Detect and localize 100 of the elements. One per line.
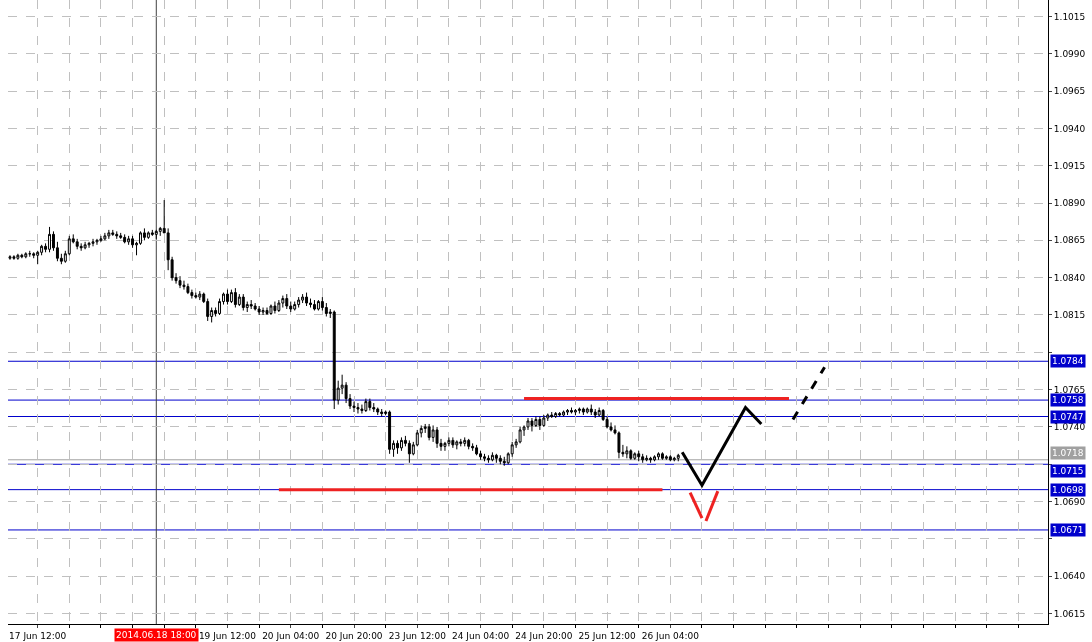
- candlestick: [399, 436, 403, 452]
- candlestick: [24, 251, 28, 258]
- candlestick: [87, 241, 91, 249]
- candlestick: [494, 454, 498, 464]
- candlestick: [502, 456, 506, 467]
- candlestick: [645, 454, 649, 462]
- candlestick: [257, 305, 261, 316]
- line-series: [680, 406, 763, 487]
- x-tick-label: 2014.06.18 18:00: [116, 630, 197, 640]
- candlestick: [475, 444, 479, 456]
- candlestick: [435, 426, 439, 449]
- candlestick: [313, 299, 316, 312]
- candlestick: [297, 296, 301, 309]
- candlestick: [368, 398, 372, 412]
- candlestick: [570, 407, 573, 415]
- y-tick-label: 1.0890: [1053, 198, 1086, 209]
- candlestick: [581, 408, 585, 416]
- ref-line-label: 1.0718: [1052, 448, 1084, 458]
- candlestick: [490, 451, 494, 462]
- candlestick: [301, 293, 305, 304]
- ref-line-label: 1.0715: [1052, 466, 1084, 476]
- candlestick: [585, 407, 589, 413]
- x-tick-label: 20 Jun 04:00: [262, 630, 320, 641]
- candlestick: [542, 414, 546, 428]
- candlestick: [107, 229, 111, 240]
- candlestick: [305, 292, 309, 307]
- candlestick: [562, 410, 566, 416]
- candlestick: [119, 232, 123, 240]
- candlestick: [269, 304, 273, 316]
- candlestick: [554, 411, 558, 417]
- candlestick: [649, 456, 653, 464]
- ref-line-label: 1.0747: [1052, 412, 1084, 422]
- candlestick: [641, 453, 645, 464]
- candlestick: [265, 307, 269, 316]
- x-tick-label: 19 Jun 12:00: [198, 630, 257, 641]
- candlestick: [530, 417, 534, 432]
- candlestick: [123, 233, 127, 244]
- y-tick-label: 1.0940: [1053, 123, 1086, 134]
- y-tick-label: 1.0965: [1053, 86, 1086, 97]
- candlestick: [633, 451, 637, 461]
- candlestick: [471, 442, 475, 452]
- candlestick: [48, 226, 51, 253]
- candlestick: [12, 254, 16, 261]
- ref-line-label: 1.0784: [1052, 356, 1084, 366]
- candlestick: [103, 232, 107, 240]
- candlestick: [577, 407, 581, 415]
- candlestick: [99, 235, 103, 243]
- candlestick: [629, 448, 633, 461]
- candlestick: [79, 242, 83, 252]
- y-tick-label: 1.0865: [1053, 235, 1086, 246]
- candlestick: [637, 450, 641, 462]
- y-tick-label: 1.0690: [1053, 496, 1086, 507]
- y-tick-label: 1.0815: [1053, 310, 1086, 321]
- candlestick: [396, 439, 399, 455]
- candlestick: [609, 421, 613, 432]
- candlestick: [388, 410, 392, 455]
- y-tick-label: 1.0740: [1053, 422, 1086, 433]
- candlestick: [498, 454, 502, 465]
- candlestick: [75, 238, 79, 250]
- candlestick: [676, 453, 680, 462]
- candlestick: [316, 299, 320, 312]
- candlestick: [538, 416, 542, 431]
- candlestick: [534, 416, 538, 428]
- candlestick: [427, 423, 431, 441]
- y-tick-label: 1.0840: [1053, 272, 1086, 283]
- y-tick-label: 1.0615: [1053, 608, 1086, 619]
- y-tick-label: 1.0765: [1053, 384, 1086, 395]
- x-tick-label: 24 Jun 20:00: [515, 630, 573, 641]
- candlestick: [249, 299, 253, 310]
- candlestick: [566, 408, 570, 416]
- x-tick-label: 25 Jun 12:00: [578, 630, 636, 641]
- candlestick: [226, 289, 229, 306]
- y-tick-label: 1.0640: [1053, 571, 1086, 582]
- candlestick: [154, 229, 158, 240]
- candlestick: [443, 441, 447, 452]
- candlestick: [356, 402, 360, 415]
- ref-line-label: 1.0671: [1052, 525, 1084, 535]
- candlestick: [115, 230, 119, 240]
- candlestick: [233, 287, 237, 309]
- candlestick: [380, 408, 384, 417]
- candlestick: [372, 402, 376, 413]
- candlestick: [593, 408, 597, 419]
- candlestick: [597, 407, 601, 417]
- candlestick: [518, 426, 522, 444]
- candlestick: [146, 230, 150, 240]
- candlestick: [664, 454, 668, 461]
- x-tick-label: 20 Jun 20:00: [325, 630, 383, 641]
- y-tick-label: 1.1015: [1053, 11, 1086, 22]
- candlestick: [483, 453, 486, 462]
- candlestick: [273, 301, 277, 314]
- candlestick: [589, 404, 593, 416]
- candlestick: [8, 254, 12, 261]
- candlestick: [285, 293, 289, 310]
- candlestick: [150, 229, 154, 237]
- y-tick-label: 1.0915: [1053, 160, 1086, 171]
- candlestick: [455, 439, 459, 450]
- ref-line-label: 1.0758: [1052, 395, 1084, 405]
- candlestick: [83, 241, 87, 249]
- candlestick: [467, 438, 471, 450]
- candlestick: [573, 408, 577, 416]
